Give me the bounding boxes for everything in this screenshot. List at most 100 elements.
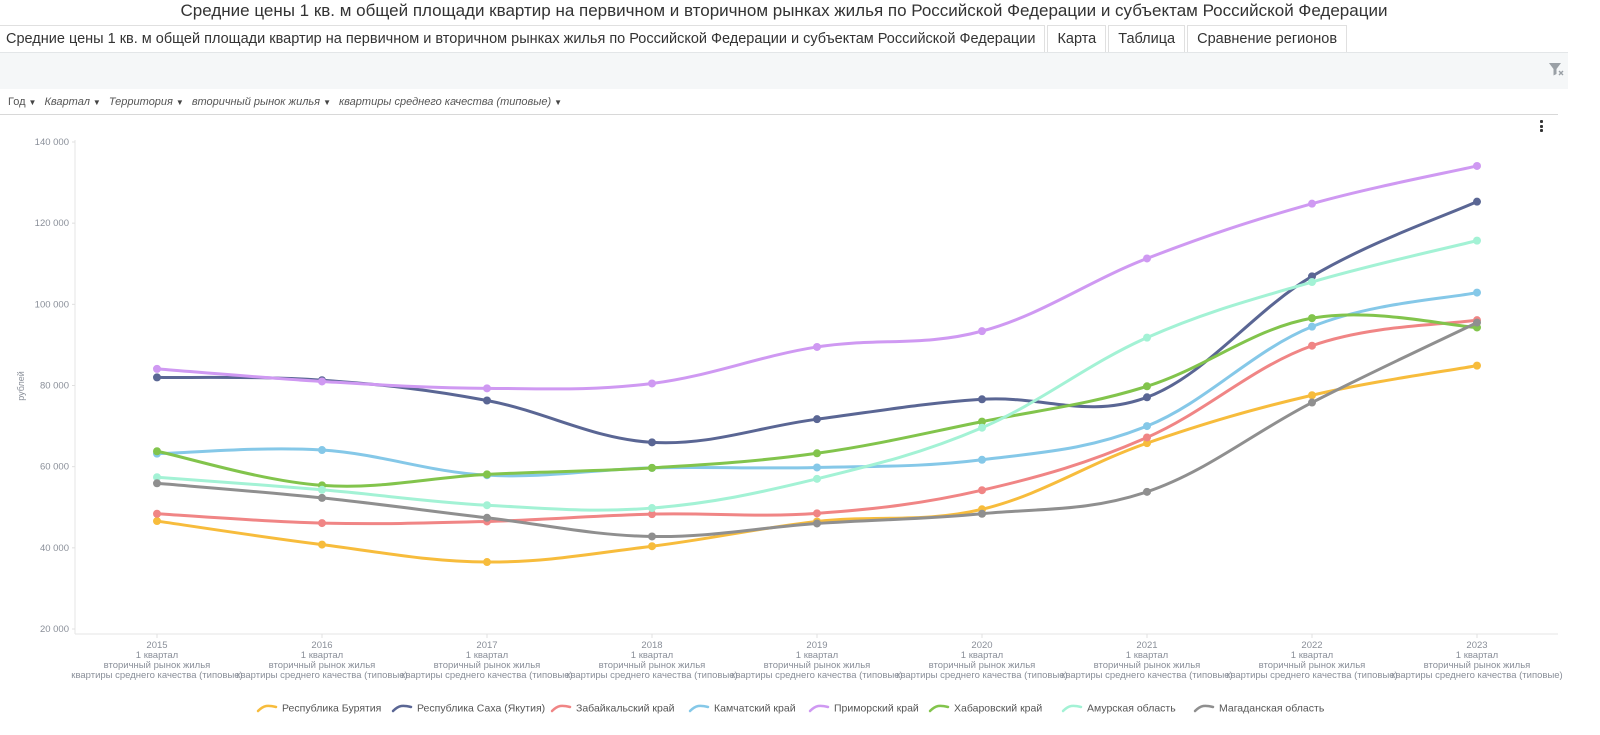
data-point[interactable] [1473,197,1481,206]
data-point[interactable] [318,540,326,549]
data-point[interactable] [1473,361,1481,370]
data-point[interactable] [1473,161,1481,170]
x-tick-sublabel: вторичный рынок жилья [1094,660,1201,671]
legend-item[interactable]: Хабаровский край [928,703,1042,715]
pivot-quality[interactable]: квартиры среднего качества (типовые) ▼ [339,96,562,108]
data-point[interactable] [153,473,161,482]
x-tick-sublabel: 1 квартал [1291,650,1333,661]
data-point[interactable] [1143,393,1151,402]
data-point[interactable] [153,509,161,518]
chart-series [153,161,1481,567]
data-point[interactable] [483,513,491,522]
data-point[interactable] [978,509,986,518]
data-point[interactable] [483,501,491,510]
data-point[interactable] [318,377,326,386]
data-point[interactable] [483,384,491,393]
data-point[interactable] [813,415,821,424]
data-point[interactable] [1143,333,1151,342]
data-point[interactable] [813,342,821,351]
pivot-territory[interactable]: Территория ▼ [109,96,184,108]
y-tick-label: 40 000 [40,543,69,554]
data-point[interactable] [153,364,161,373]
data-point[interactable] [978,417,986,426]
legend-item[interactable]: Республика Бурятия [256,703,381,715]
toolbar [0,53,1568,89]
data-point[interactable] [1308,391,1316,400]
x-tick-sublabel: квартиры среднего качества (типовые) [566,670,737,681]
data-point[interactable] [648,504,656,513]
data-point[interactable] [978,327,986,336]
data-point[interactable] [153,373,161,382]
data-point[interactable] [1308,341,1316,350]
x-tick-sublabel: вторичный рынок жилья [929,660,1036,671]
data-point[interactable] [1143,382,1151,391]
data-point[interactable] [1143,487,1151,496]
data-point[interactable] [1143,433,1151,442]
legend-item[interactable]: Магаданская область [1193,703,1325,715]
legend-item[interactable]: Камчатский край [688,703,796,715]
data-point[interactable] [318,446,326,455]
filter-clear-icon[interactable] [1548,61,1564,77]
pivot-market[interactable]: вторичный рынок жилья ▼ [192,96,331,108]
pivot-quarter[interactable]: Квартал ▼ [44,96,100,108]
y-axis-title: рублей [16,371,26,401]
tab-chart[interactable]: Средние цены 1 кв. м общей площади кварт… [0,25,1046,52]
tab-compare-regions[interactable]: Сравнение регионов [1187,25,1348,52]
data-point[interactable] [1143,254,1151,263]
legend-item[interactable]: Республика Саха (Якутия) [391,703,545,715]
caret-down-icon: ▼ [92,97,101,107]
data-point[interactable] [813,509,821,518]
data-point[interactable] [483,470,491,479]
series-2 [153,197,1481,447]
data-point[interactable] [153,447,161,456]
data-point[interactable] [483,396,491,405]
data-point[interactable] [1143,439,1151,448]
data-point[interactable] [1308,322,1316,331]
series-line [155,313,1479,488]
legend-item[interactable]: Амурская область [1061,703,1176,715]
data-point[interactable] [1308,314,1316,323]
data-point[interactable] [318,519,326,528]
data-point[interactable] [153,517,161,526]
data-point[interactable] [813,519,821,528]
x-tick-sublabel: 1 квартал [466,650,508,661]
data-point[interactable] [318,493,326,502]
legend-swatch [808,704,830,713]
data-point[interactable] [1308,278,1316,287]
legend-label: Амурская область [1087,703,1176,715]
data-point[interactable] [153,479,161,488]
data-point[interactable] [1308,398,1316,407]
data-point[interactable] [978,395,986,404]
data-point[interactable] [813,463,821,472]
data-point[interactable] [648,463,656,472]
data-point[interactable] [648,510,656,519]
legend-label: Приморский край [834,703,919,715]
data-point[interactable] [978,486,986,495]
data-point[interactable] [813,449,821,458]
data-point[interactable] [318,485,326,494]
data-point[interactable] [978,455,986,464]
data-point[interactable] [1473,288,1481,297]
data-point[interactable] [978,423,986,432]
tab-map[interactable]: Карта [1047,25,1107,52]
legend-item[interactable]: Забайкальский край [550,703,675,715]
data-point[interactable] [648,542,656,551]
data-point[interactable] [1308,199,1316,208]
data-point[interactable] [1473,318,1481,327]
x-tick-sublabel: квартиры среднего качества (типовые) [401,670,572,681]
data-point[interactable] [648,438,656,447]
data-point[interactable] [483,558,491,567]
data-point[interactable] [1308,272,1316,281]
pivot-year[interactable]: Год ▼ [8,96,36,108]
data-point[interactable] [648,532,656,541]
data-point[interactable] [1473,236,1481,245]
tab-table[interactable]: Таблица [1108,25,1186,52]
data-point[interactable] [813,474,821,483]
more-vertical-icon[interactable] [1536,120,1546,136]
legend-swatch [256,704,278,713]
data-point[interactable] [648,379,656,388]
x-tick-label: 2016 [311,640,332,651]
data-point[interactable] [1143,422,1151,431]
legend-item[interactable]: Приморский край [808,703,919,715]
series-5 [153,161,1481,393]
